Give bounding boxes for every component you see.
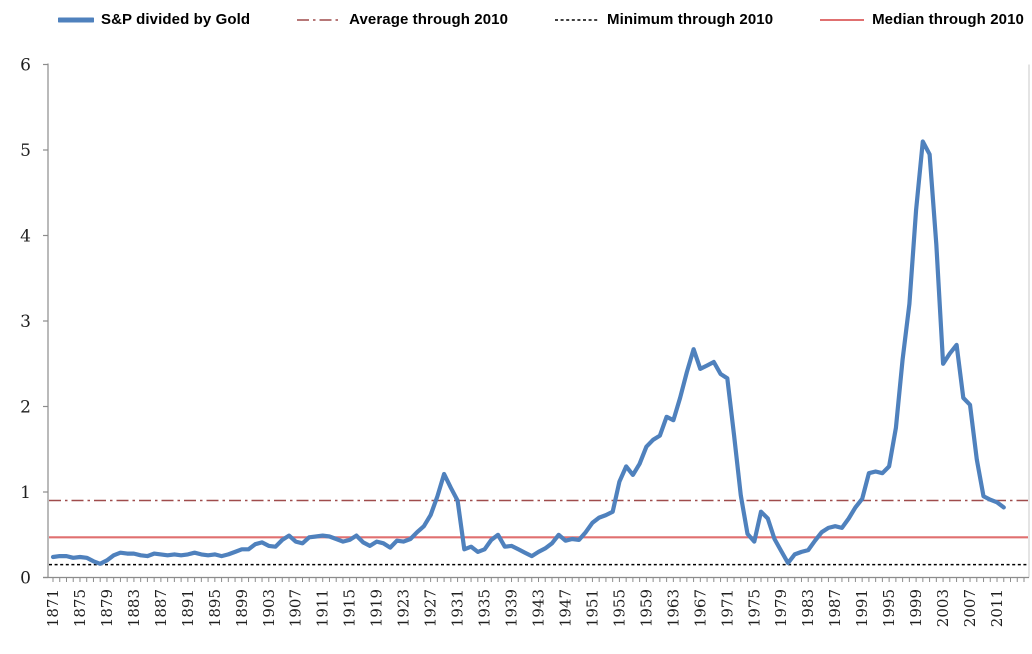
dotted-line-icon [554,16,600,24]
x-tick-label: 1951 [583,589,601,627]
x-tick-label: 1987 [826,589,844,627]
x-tick-label: 1999 [907,589,925,627]
y-tick-label: 2 [20,398,31,418]
legend-label: Median through 2010 [872,11,1024,28]
x-tick-label: 1947 [557,589,575,627]
x-axis-ticks [52,577,1025,582]
x-tick-label: 1991 [853,589,871,627]
x-tick-label: 1883 [125,589,143,627]
red-line-icon [819,16,865,24]
x-tick-label: 1899 [233,589,251,627]
x-tick-label: 1931 [449,589,467,627]
x-tick-label: 1875 [71,589,89,627]
y-tick-label: 1 [20,483,31,503]
x-tick-label: 1975 [745,589,763,627]
x-tick-label: 1923 [395,589,413,627]
x-tick-label: 1935 [476,589,494,627]
y-tick-label: 4 [20,227,31,247]
legend-label: Minimum through 2010 [606,11,774,28]
x-tick-label: 1911 [314,589,332,627]
x-tick-label: 2007 [961,589,979,627]
x-axis-labels: 1871 1875 1879 1883 1887 1891 1895 1899 1903 1907… [44,589,1006,627]
x-tick-label: 1891 [179,589,197,627]
x-tick-label: 1907 [287,589,305,627]
legend-label: S&P divided by Gold [101,11,251,28]
x-tick-label: 1887 [152,589,170,627]
x-tick-label: 1943 [530,589,548,627]
x-tick-label: 1955 [610,589,628,627]
x-tick-label: 2003 [934,589,952,627]
y-axis-ticks: 0 1 2 3 4 5 6 [20,56,48,589]
x-tick-label: 1967 [691,589,709,627]
x-tick-label: 1971 [718,589,736,627]
x-tick-label: 1983 [799,589,817,627]
dash-dot-line-icon [296,16,342,24]
x-tick-label: 1903 [260,589,278,627]
x-tick-label: 1963 [664,589,682,627]
legend-item-minimum-through-2010: Minimum through 2010 [554,11,773,28]
x-tick-label: 1959 [637,589,655,627]
legend-item-sp-divided-by-gold: S&P divided by Gold [56,11,251,28]
legend-label: Average through 2010 [349,11,509,28]
y-tick-label: 6 [20,56,31,76]
x-tick-label: 1879 [98,589,116,627]
x-tick-label: 1979 [772,589,790,627]
legend-item-median-through-2010: Median through 2010 [819,11,1024,28]
x-tick-label: 1995 [880,589,898,627]
x-tick-label: 1871 [44,589,62,627]
thick-blue-line-icon [56,16,96,24]
y-tick-label: 5 [20,141,31,161]
reference-lines [49,499,1028,566]
x-tick-label: 1895 [206,589,224,627]
y-tick-label: 3 [20,312,31,332]
legend-item-average-through-2010: Average through 2010 [296,11,508,28]
x-tick-label: 2011 [988,589,1006,627]
x-tick-label: 1919 [368,589,386,627]
sp-divided-by-gold-line [50,139,1006,566]
x-tick-label: 1927 [422,589,440,627]
chart-legend: S&P divided by Gold Average through 2010… [56,11,1024,28]
x-tick-label: 1915 [341,589,359,627]
y-tick-label: 0 [20,569,31,589]
x-tick-label: 1939 [503,589,521,627]
